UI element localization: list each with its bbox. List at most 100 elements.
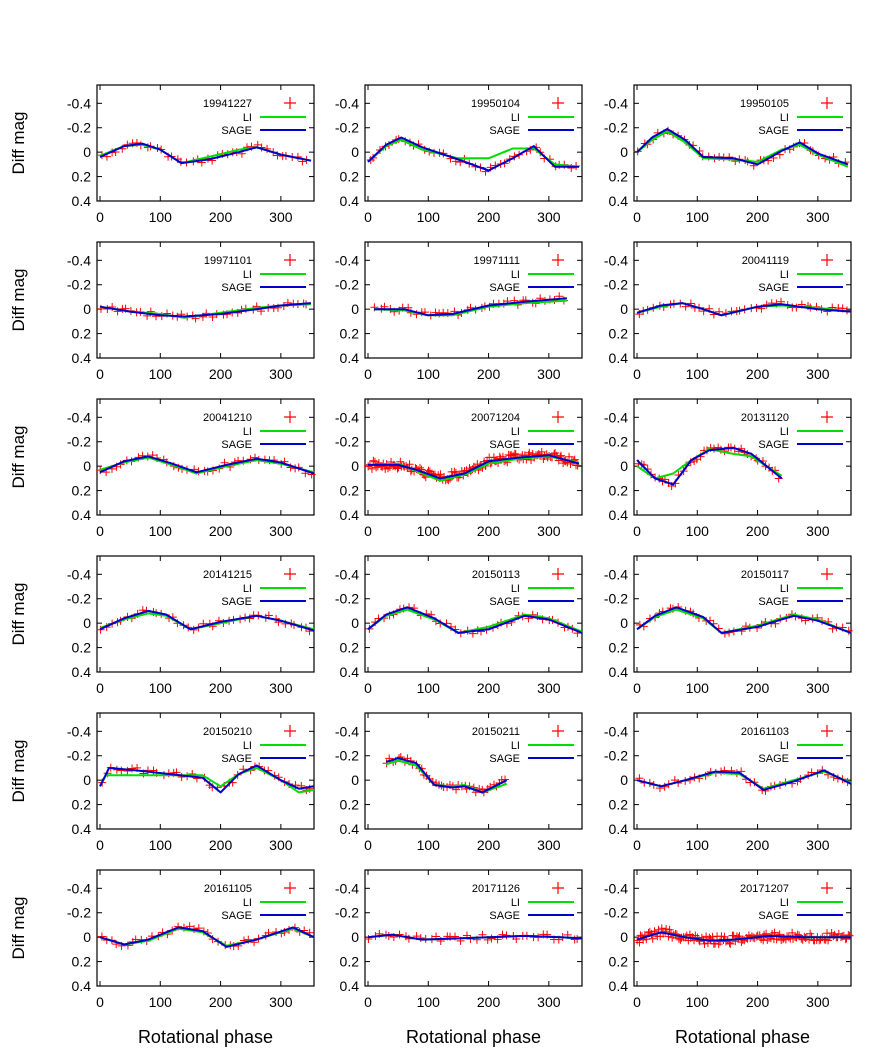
panel-20171126-obs-point: [487, 934, 496, 943]
panel-20071204-obs-point: [450, 467, 459, 476]
panel-20171126-legend-obs-marker: [552, 882, 564, 894]
panel-19950105-xtick-label: 300: [806, 209, 830, 225]
panel-20131120-ytick-label: -0.2: [604, 434, 628, 450]
panel-19971101-sage-line: [99, 302, 312, 318]
panel-20150211-legend-obs-marker: [552, 725, 564, 737]
panel-19950104-sage-line: [367, 136, 579, 172]
panel-20161103-sage-line: [636, 769, 852, 791]
panel-20161103-xtick-label: 300: [806, 837, 830, 853]
panel-20071204-obs-point: [511, 450, 520, 459]
panel-19941227-xtick-label: 300: [269, 209, 293, 225]
panel-19971111-frame: [364, 241, 583, 359]
panel-20041210-sage-line: [99, 455, 315, 475]
xlabel-col-3: Rotational phase: [675, 1027, 810, 1047]
panel-20041119-legend-li-label: LI: [780, 269, 789, 281]
panel-19950105-ytick-label: 0.2: [609, 169, 629, 185]
panel-20161105-ytick-label: 0: [83, 929, 91, 945]
panel-20141215-sage-line: [99, 609, 315, 632]
panel-19971111-li-line: [373, 299, 567, 317]
panel-20150211-xtick-label: 200: [477, 837, 501, 853]
panel-20161103-ytick-label: -0.2: [604, 748, 628, 764]
panel-20150210-legend-sage-label: SAGE: [221, 753, 252, 765]
panel-20150113-ytick-label: 0.2: [340, 640, 360, 656]
panel-20131120-legend-obs-marker: [821, 411, 833, 423]
panel-20071204-legend-obs-marker: [552, 411, 564, 423]
panel-19971101-legend-li-label: LI: [243, 269, 252, 281]
panel-20131120-legend-date: 20131120: [741, 412, 789, 424]
panel-20161103-legend-sage-label: SAGE: [758, 753, 789, 765]
panel-20161103-ytick-label: -0.4: [604, 723, 628, 739]
ylabel-row-2: Diff mag: [9, 269, 28, 332]
panel-20150117-sage-line: [636, 606, 852, 634]
panel-19971101-frame: [96, 241, 315, 359]
panel-20150210-ytick-label: -0.2: [67, 748, 91, 764]
panel-20150210-ytick-label: 0.4: [72, 821, 92, 837]
panel-20150117-legend-date: 20150117: [741, 569, 789, 581]
panel-20150211-legend-li-label: LI: [511, 740, 520, 752]
panel-20171207-legend-sage-label: SAGE: [758, 910, 789, 922]
panel-20141215-frame: [96, 555, 315, 673]
panel-19971111-ytick-label: 0.2: [340, 326, 360, 342]
panel-19971111-xtick-label: 0: [364, 366, 372, 382]
panel-20161105-sage-line: [99, 926, 315, 948]
panel-19950105-frame: [633, 84, 852, 202]
panel-19971111-legend-date: 19971111: [474, 255, 521, 267]
panel-20171207-sage-line: [636, 931, 851, 942]
panel-20150113-xtick-label: 0: [364, 680, 372, 696]
panel-20041119-xtick-label: 300: [806, 366, 830, 382]
panel-20041119-xtick-label: 100: [686, 366, 710, 382]
panel-19950104-xtick-label: 300: [537, 209, 561, 225]
panel-20150210-xtick-label: 0: [96, 837, 104, 853]
panel-19941227-legend-date: 19941227: [203, 98, 252, 110]
panel-20041119-ytick-label: 0: [620, 301, 628, 317]
panel-20041119-legend-obs-marker: [821, 254, 833, 266]
panel-20171207-ytick-label: 0.4: [609, 978, 629, 994]
panel-20150113-legend-sage-label: SAGE: [489, 596, 520, 608]
panel-20150210-obs-point: [123, 766, 132, 775]
panel-19950104-ytick-label: 0.4: [340, 193, 360, 209]
panel-20041119-ytick-label: 0.2: [609, 326, 629, 342]
panel-20161105-xtick-label: 100: [149, 994, 173, 1010]
panel-20041210-ytick-label: 0.4: [72, 507, 92, 523]
panel-20161103-legend-li-label: LI: [780, 740, 789, 752]
panel-20131120-li-line: [636, 448, 783, 480]
panel-20150113-sage-line: [367, 606, 583, 634]
panel-20150211-frame: [364, 712, 583, 830]
panel-20131120-ytick-label: -0.4: [604, 409, 628, 425]
panel-20171207-legend-date: 20171207: [740, 883, 789, 895]
panel-19941227-legend-obs-marker: [284, 97, 296, 109]
xlabel-col-2: Rotational phase: [406, 1027, 541, 1047]
panel-20150211-ytick-label: -0.4: [335, 723, 359, 739]
panel-20141215-ytick-label: -0.4: [67, 566, 91, 582]
panel-20141215-legend-obs-marker: [284, 568, 296, 580]
panel-20131120-legend-sage-label: SAGE: [758, 439, 789, 451]
panel-20150210-ytick-label: 0.2: [72, 797, 92, 813]
panel-19950105-li-line: [636, 130, 849, 168]
panel-20041210-xtick-label: 0: [96, 523, 104, 539]
panel-20150117-ytick-label: 0.4: [609, 664, 629, 680]
panel-20161105-xtick-label: 300: [269, 994, 293, 1010]
panel-19950104-xtick-label: 200: [477, 209, 501, 225]
panel-20150211-ytick-label: 0.4: [340, 821, 360, 837]
panel-20150210-sage-line: [99, 764, 315, 794]
panel-20041119-frame: [633, 241, 852, 359]
panel-20041210-ytick-label: 0.2: [72, 483, 92, 499]
ylabel-row-4: Diff mag: [9, 583, 28, 646]
panel-20141215-legend-sage-label: SAGE: [221, 596, 252, 608]
panel-20171207-obs-point: [665, 925, 674, 934]
panel-20150113-ytick-label: -0.4: [335, 566, 359, 582]
panel-20150211-xtick-label: 0: [364, 837, 372, 853]
panel-20131120-frame: [633, 398, 852, 516]
panel-20071204-ytick-label: -0.4: [335, 409, 359, 425]
panel-20150113-ytick-label: -0.2: [335, 591, 359, 607]
panel-20171207-legend-obs-marker: [821, 882, 833, 894]
panel-20071204-xtick-label: 100: [417, 523, 441, 539]
panel-19971101-legend-obs-marker: [284, 254, 296, 266]
panel-20171126-ytick-label: 0.2: [340, 954, 360, 970]
panel-20150117-legend-obs-marker: [821, 568, 833, 580]
panel-20131120-xtick-label: 100: [686, 523, 710, 539]
panel-20041210-xtick-label: 100: [149, 523, 173, 539]
panel-20171126-sage-line: [367, 933, 583, 941]
panel-20171207-obs-point: [788, 928, 797, 937]
panel-20161105-legend-sage-label: SAGE: [221, 910, 252, 922]
